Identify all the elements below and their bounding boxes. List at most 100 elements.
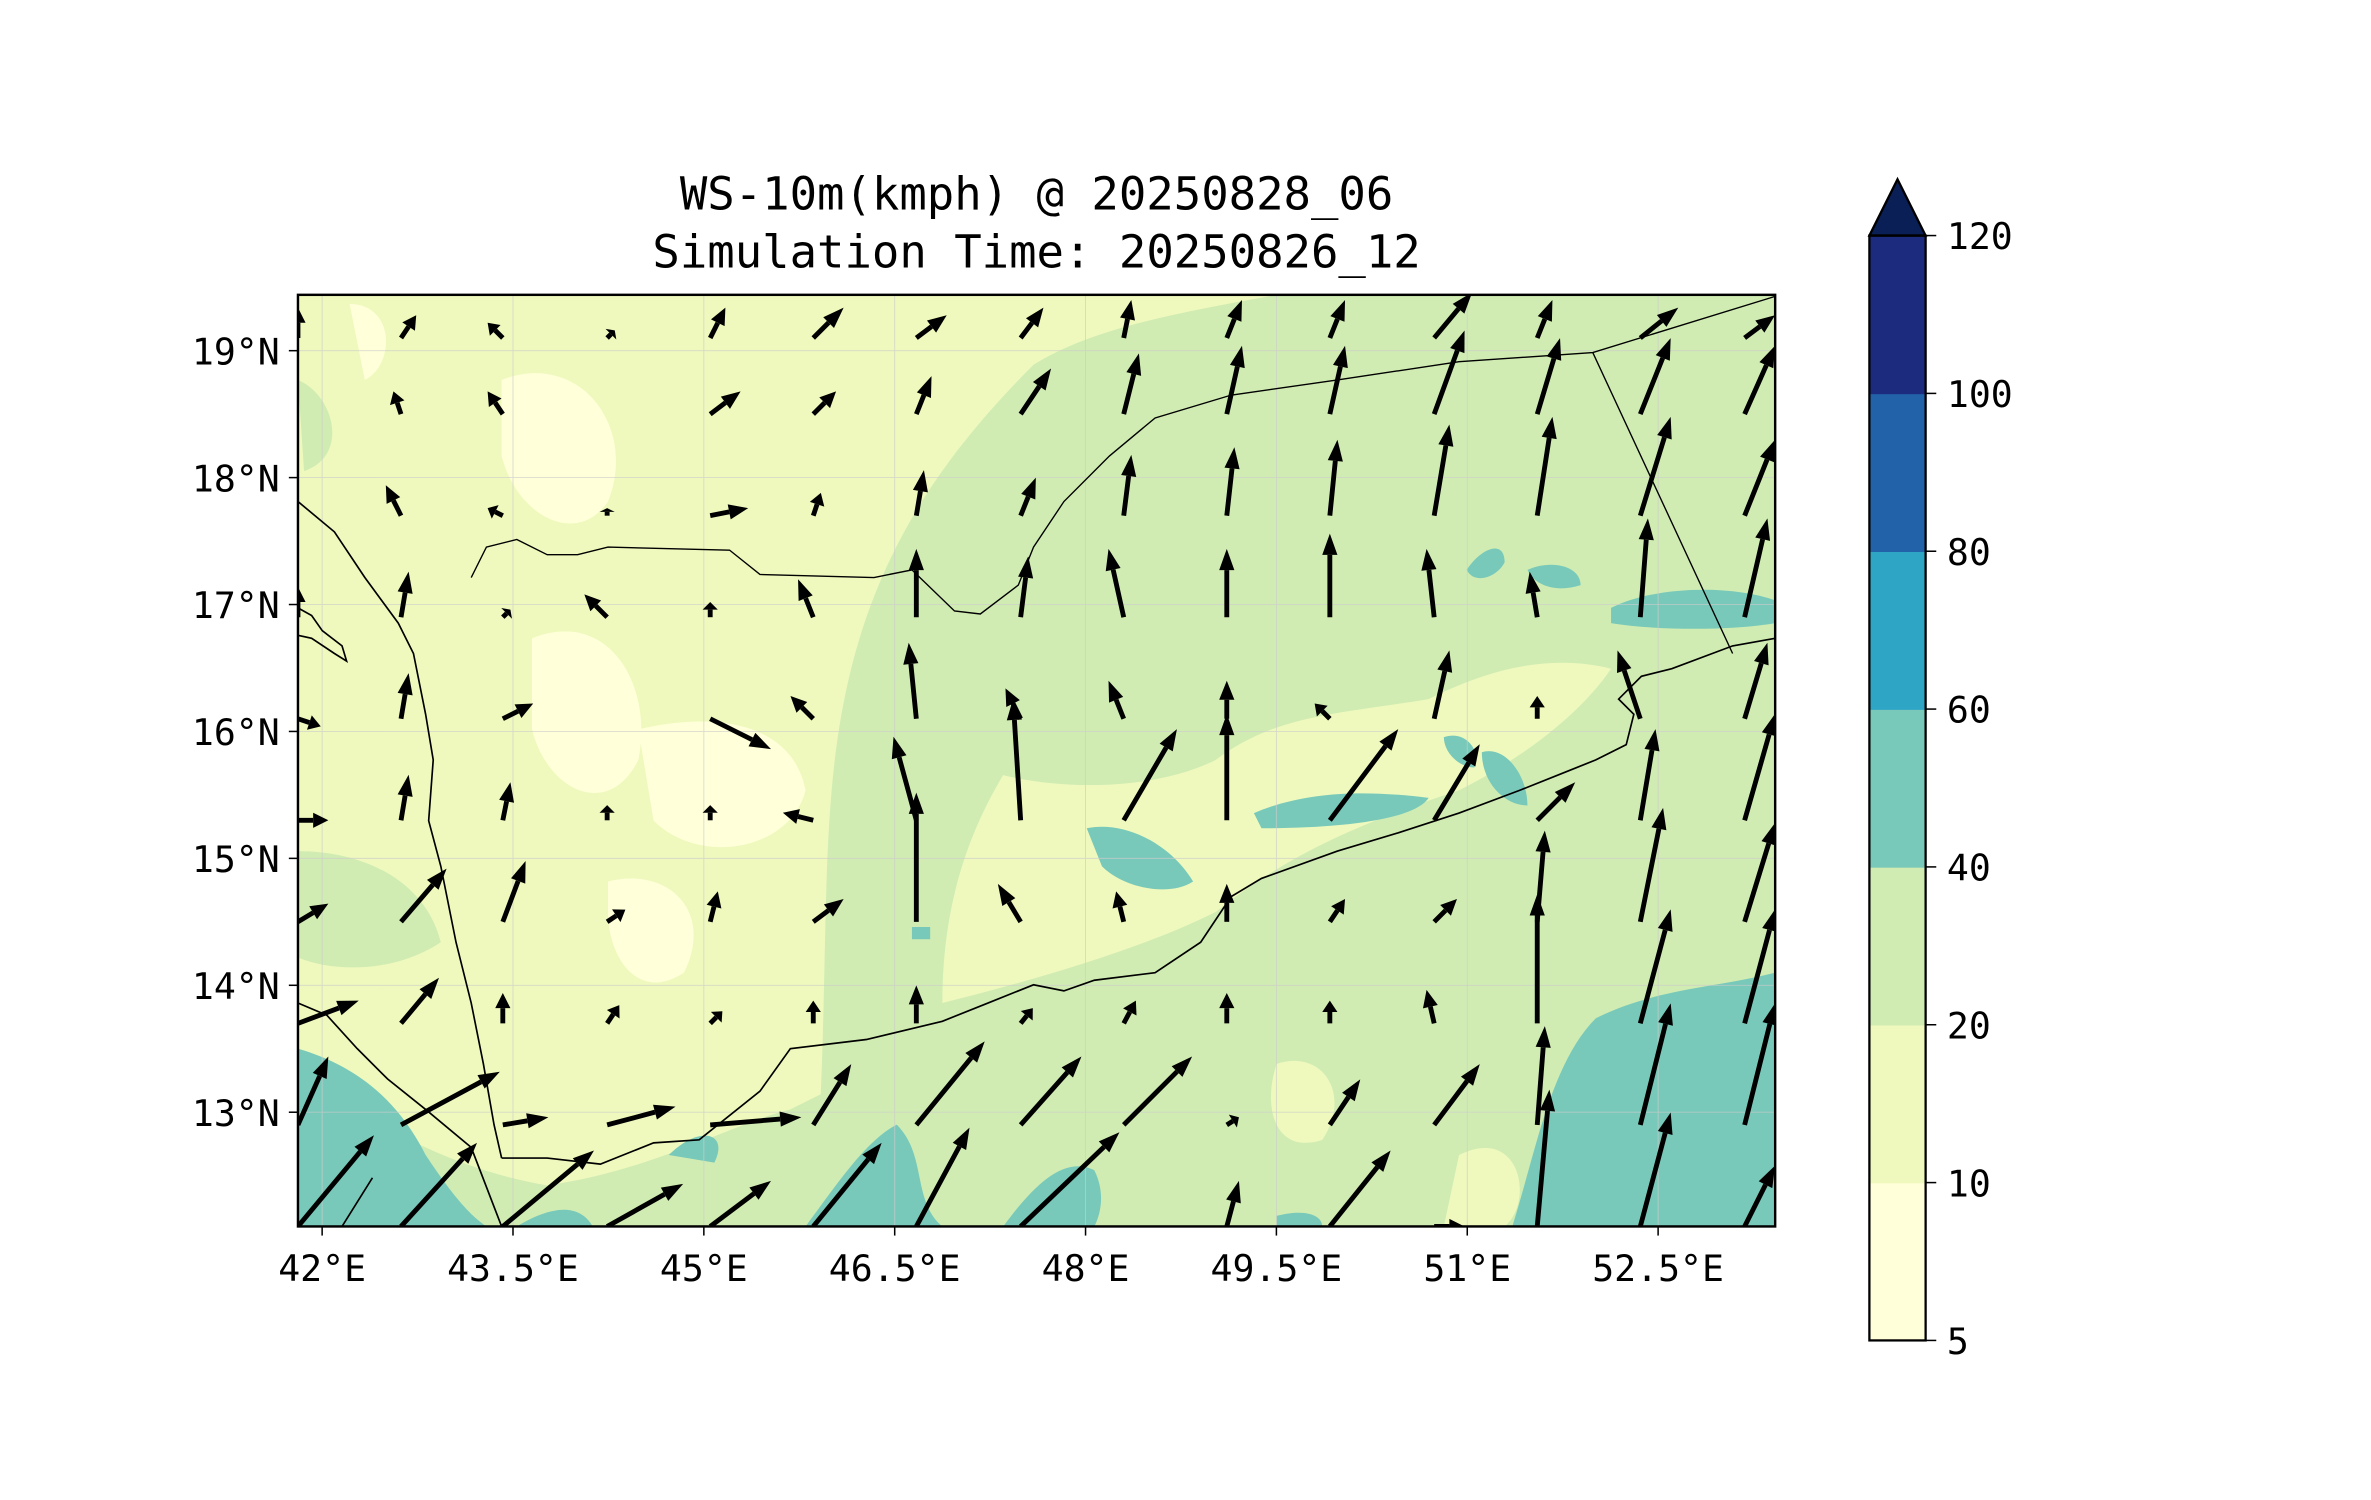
wind-arrow (1018, 477, 1036, 517)
wind-arrow (790, 695, 815, 721)
wind-arrow (487, 391, 505, 416)
wind-arrow (501, 608, 512, 619)
colorbar-segment (1869, 1024, 1926, 1184)
wind-arrow (709, 716, 771, 750)
wind-arrow (702, 602, 718, 618)
wind-arrow (599, 805, 615, 821)
wind-arrow (1534, 830, 1551, 923)
wind-arrow (1327, 1150, 1391, 1227)
wind-arrow (1743, 315, 1776, 340)
contour-10-20-patches (1270, 1060, 1520, 1227)
wind-arrow (1637, 729, 1660, 821)
colorbar-segment (1869, 551, 1926, 710)
wind-arrow (1742, 345, 1776, 416)
red-sea-coast (297, 500, 503, 1159)
x-tick-label: 42°E (278, 1247, 366, 1290)
wind-arrow (1422, 989, 1438, 1024)
wind-arrow (1219, 680, 1235, 719)
oman-border (1592, 352, 1734, 654)
wind-arrow (1327, 299, 1346, 339)
wind-arrow (1525, 571, 1541, 618)
wind-arrow (1617, 650, 1643, 720)
wind-arrow (1637, 1112, 1673, 1227)
wind-arrow (297, 586, 306, 618)
wind-arrow (501, 1150, 594, 1227)
wind-arrow (1529, 695, 1545, 719)
contour-40-60 (297, 548, 1776, 1227)
x-tick-label: 46.5°E (829, 1247, 961, 1290)
colorbar-tick-label: 80 (1947, 531, 1991, 574)
wind-arrow (1637, 1003, 1673, 1126)
wind-arrow (1018, 1132, 1120, 1227)
y-tick-label: 13°N (192, 1092, 280, 1135)
wind-arrow (502, 1113, 549, 1129)
y-tick-label: 14°N (192, 965, 280, 1008)
wind-arrow (397, 774, 413, 821)
colorbar-tick-label: 40 (1947, 847, 1991, 890)
wind-arrow (1432, 1064, 1480, 1127)
wind-arrow (1224, 345, 1245, 415)
wind-arrow (1219, 883, 1235, 922)
wind-arrow (1121, 353, 1142, 415)
wind-arrow (1005, 688, 1023, 720)
wind-arrow (914, 315, 947, 340)
wind-arrow (1432, 899, 1457, 924)
wind-arrow (908, 985, 924, 1024)
wind-arrow (1327, 345, 1348, 415)
x-tick-label: 43.5°E (447, 1247, 579, 1290)
wind-arrow (809, 492, 825, 517)
wind-arrow (1742, 642, 1769, 720)
wind-arrow (1431, 650, 1453, 720)
wind-arrow (914, 376, 932, 416)
colorbar-tick-label: 10 (1947, 1162, 1991, 1205)
wind-arrow (805, 1000, 821, 1024)
wind-arrow (1018, 1008, 1033, 1025)
wind-arrow (708, 1011, 723, 1026)
wind-arrow (1431, 424, 1454, 517)
wind-arrow (1225, 1114, 1239, 1128)
map-area (297, 294, 1776, 1227)
wind-arrow (706, 891, 722, 923)
y-tick-label: 17°N (192, 584, 280, 627)
wind-arrow (914, 1127, 970, 1227)
wind-arrow (1112, 891, 1128, 923)
y-tick-label: 18°N (192, 457, 280, 500)
wind-arrow (811, 391, 837, 416)
wind-arrow (1742, 713, 1776, 821)
wind-arrow (1327, 899, 1346, 924)
wind-arrow (297, 307, 306, 338)
x-tick-label: 49.5°E (1211, 1247, 1343, 1290)
wind-arrow (399, 868, 447, 924)
colorbar-segment (1869, 1182, 1926, 1342)
wind-arrow (297, 903, 329, 924)
wind-arrow (1534, 1089, 1556, 1227)
wind-arrow (1327, 729, 1399, 822)
wind-arrow (385, 485, 404, 517)
contour-5-10 (304, 303, 1302, 1153)
contour-20-40-patches (297, 379, 1460, 1206)
wind-arrow (399, 977, 440, 1025)
red-sea-west-islands (297, 607, 349, 663)
wind-arrow (908, 548, 924, 618)
wind-arrow (1121, 454, 1137, 516)
wind-arrow (487, 505, 504, 519)
wind-arrow (297, 1000, 359, 1026)
wind-arrow (708, 307, 726, 340)
colorbar-frame (1868, 234, 1927, 1342)
wind-arrow (1018, 556, 1034, 618)
wind-arrow (398, 315, 417, 340)
x-axis: 42°E 43.5°E 45°E 46.5°E 48°E 49.5°E 51°E 52.5°E (278, 1226, 1724, 1290)
wind-arrow (1742, 1003, 1776, 1126)
wind-arrow (1121, 729, 1177, 822)
wind-arrow (399, 1142, 478, 1227)
wind-arrow (1534, 1026, 1551, 1126)
wind-arrow (1327, 1079, 1361, 1127)
chart-subtitle: Simulation Time: 20250826_12 (652, 225, 1420, 278)
colorbar-segment (1869, 235, 1926, 395)
wind-arrow (1535, 782, 1576, 823)
wind-arrow (1327, 439, 1343, 516)
y-tick-label: 19°N (192, 330, 280, 373)
wind-arrow (605, 909, 626, 924)
map-frame (296, 293, 1777, 1228)
